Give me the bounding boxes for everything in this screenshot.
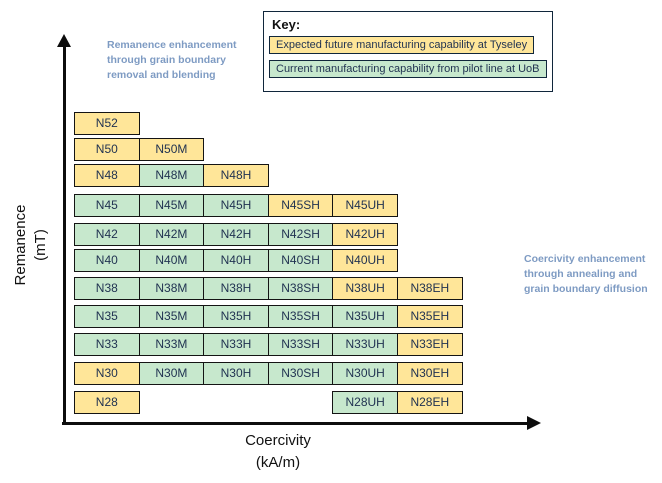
grade-cell-n30h: N30H — [203, 362, 269, 385]
grade-cell-n33: N33 — [74, 333, 140, 356]
grade-cell-n35eh: N35EH — [397, 305, 463, 328]
grade-cell-n30eh: N30EH — [397, 362, 463, 385]
legend: Key: Expected future manufacturing capab… — [263, 11, 553, 92]
grade-cell-n30: N30 — [74, 362, 140, 385]
grade-cell-n38eh: N38EH — [397, 277, 463, 300]
legend-item-future: Expected future manufacturing capability… — [269, 36, 535, 54]
grade-cell-n40h: N40H — [203, 249, 269, 272]
x-axis-label: Coercivity (kA/m) — [245, 432, 311, 471]
grade-cell-n38sh: N38SH — [267, 277, 334, 300]
grade-cell-n35sh: N35SH — [267, 305, 334, 328]
grade-cell-n35uh: N35UH — [332, 305, 398, 328]
grade-cell-n40sh: N40SH — [267, 249, 334, 272]
grade-cell-n35: N35 — [74, 305, 140, 328]
grade-cell-n33m: N33M — [138, 333, 205, 356]
grade-cell-n42h: N42H — [203, 223, 269, 246]
grade-cell-n40m: N40M — [138, 249, 205, 272]
grade-cell-n33uh: N33UH — [332, 333, 398, 356]
annotation-remanence-enhancement: Remanence enhancement through grain boun… — [107, 39, 237, 81]
annotation-coercivity-enhancement: Coercivity enhancement through annealing… — [524, 253, 648, 295]
grade-cell-n33sh: N33SH — [267, 333, 334, 356]
y-axis — [63, 46, 66, 425]
legend-items: Expected future manufacturing capability… — [264, 36, 552, 78]
grade-cell-n30m: N30M — [138, 362, 205, 385]
grade-cell-n38h: N38H — [203, 277, 269, 300]
grade-cell-n45h: N45H — [203, 194, 269, 217]
x-axis — [62, 422, 528, 425]
grade-cell-n33h: N33H — [203, 333, 269, 356]
y-axis-arrowhead-icon — [57, 34, 71, 47]
grade-cell-n50m: N50M — [138, 138, 205, 161]
grade-cell-n52: N52 — [74, 112, 140, 135]
grade-cell-n38m: N38M — [138, 277, 205, 300]
grade-cell-n30sh: N30SH — [267, 362, 334, 385]
grade-cell-n42m: N42M — [138, 223, 205, 246]
grade-cell-n42uh: N42UH — [332, 223, 398, 246]
legend-title: Key: — [272, 17, 301, 32]
x-axis-arrowhead-icon — [527, 416, 541, 430]
legend-item-current: Current manufacturing capability from pi… — [269, 60, 547, 78]
grade-cell-n45sh: N45SH — [267, 194, 334, 217]
grade-cell-n28uh: N28UH — [332, 391, 398, 414]
grade-cell-n48: N48 — [74, 164, 140, 187]
grade-cell-n28eh: N28EH — [397, 391, 463, 414]
grade-cell-n42: N42 — [74, 223, 140, 246]
grade-cell-n33eh: N33EH — [397, 333, 463, 356]
y-axis-label: Remanence (mT) — [12, 204, 49, 286]
grade-cell-n38uh: N38UH — [332, 277, 398, 300]
grade-cell-n42sh: N42SH — [267, 223, 334, 246]
grade-cell-n30uh: N30UH — [332, 362, 398, 385]
grade-cell-n28: N28 — [74, 391, 140, 414]
grade-cell-n45m: N45M — [138, 194, 205, 217]
grade-cell-n45uh: N45UH — [332, 194, 398, 217]
grade-cell-n40uh: N40UH — [332, 249, 398, 272]
grade-cell-n50: N50 — [74, 138, 140, 161]
grade-cell-n45: N45 — [74, 194, 140, 217]
grade-cell-n38: N38 — [74, 277, 140, 300]
grade-cell-n48h: N48H — [203, 164, 269, 187]
grade-cell-n40: N40 — [74, 249, 140, 272]
grade-cell-n48m: N48M — [138, 164, 205, 187]
grade-cell-n35m: N35M — [138, 305, 205, 328]
grade-cell-n35h: N35H — [203, 305, 269, 328]
